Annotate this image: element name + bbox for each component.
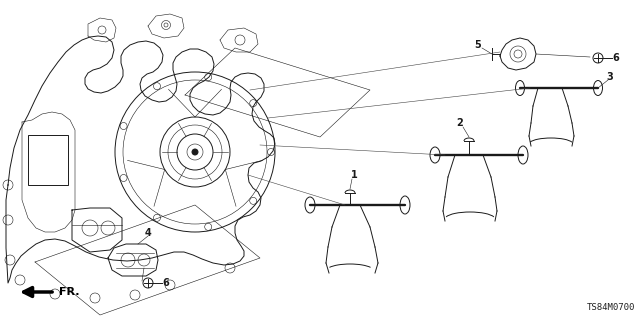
Text: 6: 6 (612, 53, 620, 63)
Text: FR.: FR. (59, 287, 79, 297)
Text: 2: 2 (456, 118, 463, 128)
Circle shape (192, 149, 198, 155)
Text: 1: 1 (351, 170, 357, 180)
Text: 5: 5 (475, 40, 481, 50)
Text: TS84M0700: TS84M0700 (587, 303, 635, 312)
Text: 4: 4 (145, 228, 152, 238)
Bar (28, 135, 68, 185)
Text: 3: 3 (607, 72, 613, 82)
Text: 6: 6 (163, 278, 170, 288)
